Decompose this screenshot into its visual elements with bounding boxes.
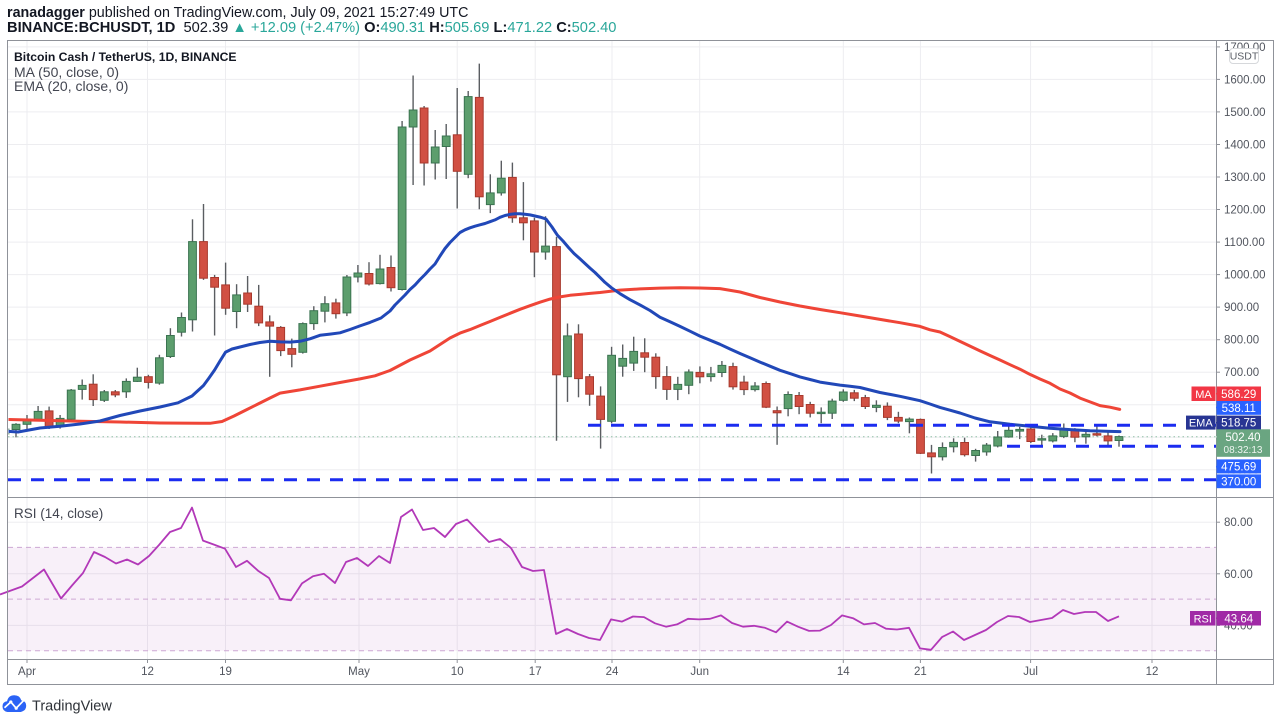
svg-text:1000.00: 1000.00	[1224, 270, 1266, 282]
svg-text:1300.00: 1300.00	[1224, 172, 1266, 184]
svg-text:700.00: 700.00	[1224, 367, 1259, 379]
svg-text:14: 14	[837, 666, 850, 678]
svg-text:60.00: 60.00	[1224, 569, 1253, 581]
svg-text:19: 19	[219, 666, 232, 678]
svg-text:08:32:13: 08:32:13	[1224, 445, 1263, 456]
svg-text:May: May	[348, 666, 370, 678]
svg-text:21: 21	[914, 666, 927, 678]
svg-text:24: 24	[606, 666, 619, 678]
svg-text:900.00: 900.00	[1224, 302, 1259, 314]
svg-text:12: 12	[1146, 666, 1159, 678]
svg-text:Jun: Jun	[690, 666, 709, 678]
svg-text:17: 17	[529, 666, 542, 678]
svg-text:518.75: 518.75	[1221, 418, 1256, 430]
svg-text:1500.00: 1500.00	[1224, 107, 1266, 119]
svg-text:12: 12	[141, 666, 154, 678]
svg-text:MA: MA	[1195, 389, 1212, 401]
svg-text:800.00: 800.00	[1224, 335, 1259, 347]
svg-text:RSI: RSI	[1194, 613, 1212, 625]
svg-text:Apr: Apr	[18, 666, 36, 678]
svg-text:43.64: 43.64	[1224, 613, 1253, 625]
svg-text:RSI (14, close): RSI (14, close)	[14, 506, 103, 521]
svg-text:1200.00: 1200.00	[1224, 205, 1266, 217]
svg-text:Bitcoin Cash / TetherUS, 1D, B: Bitcoin Cash / TetherUS, 1D, BINANCE	[14, 50, 237, 64]
svg-text:TradingView: TradingView	[32, 699, 112, 715]
svg-text:475.69: 475.69	[1221, 461, 1256, 473]
svg-text:1600.00: 1600.00	[1224, 74, 1266, 86]
svg-text:502.40: 502.40	[1225, 432, 1260, 444]
svg-text:1400.00: 1400.00	[1224, 140, 1266, 152]
svg-text:80.00: 80.00	[1224, 517, 1253, 529]
svg-text:586.29: 586.29	[1221, 389, 1256, 401]
svg-text:USDT: USDT	[1230, 51, 1259, 63]
svg-text:370.00: 370.00	[1221, 476, 1256, 488]
svg-text:1100.00: 1100.00	[1224, 237, 1265, 249]
svg-text:10: 10	[451, 666, 464, 678]
svg-text:538.11: 538.11	[1222, 403, 1256, 415]
svg-text:EMA: EMA	[1189, 418, 1214, 430]
svg-text:MA (50, close, 0): MA (50, close, 0)	[14, 64, 119, 80]
svg-text:EMA (20, close, 0): EMA (20, close, 0)	[14, 78, 128, 94]
svg-text:Jul: Jul	[1023, 666, 1038, 678]
